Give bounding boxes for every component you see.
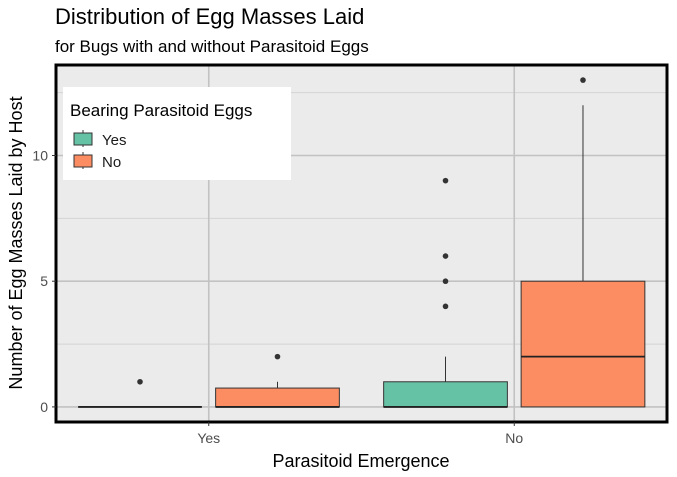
box-no-no bbox=[520, 280, 646, 408]
outlier-point-yes-no bbox=[442, 303, 449, 310]
boxes-layer bbox=[78, 77, 646, 408]
outlier-point-no-no bbox=[580, 77, 586, 83]
x-axis-label: Parasitoid Emergence bbox=[272, 451, 449, 471]
legend-background bbox=[63, 87, 291, 180]
y-tick-label: 0 bbox=[40, 399, 48, 415]
outlier-point-yes-no bbox=[442, 278, 449, 285]
x-tick-label: Yes bbox=[197, 430, 220, 446]
outlier-point-yes-yes bbox=[137, 378, 143, 385]
y-axis-label: Number of Egg Masses Laid by Host bbox=[6, 96, 26, 389]
legend-key-no bbox=[73, 154, 93, 168]
box-yes-no bbox=[383, 381, 508, 408]
plot-border bbox=[54, 63, 669, 424]
legend-label-yes: Yes bbox=[102, 132, 126, 149]
outlier-point-yes-no bbox=[442, 177, 449, 184]
legend-key-yes bbox=[73, 132, 93, 146]
chart-title: Distribution of Egg Masses Laid bbox=[55, 4, 365, 29]
outlier-point-yes-no bbox=[442, 253, 449, 259]
x-tick-label: No bbox=[505, 430, 523, 446]
chart-subtitle: for Bugs with and without Parasitoid Egg… bbox=[55, 37, 369, 56]
y-tick-label: 5 bbox=[40, 273, 48, 289]
legend: Bearing Parasitoid Eggs Yes No bbox=[63, 87, 291, 180]
y-tick-label: 10 bbox=[32, 148, 48, 164]
x-axis-ticks: Yes No bbox=[197, 422, 523, 446]
outlier-point-no-yes bbox=[274, 353, 281, 360]
legend-title: Bearing Parasitoid Eggs bbox=[70, 101, 252, 120]
legend-label-no: No bbox=[102, 154, 121, 171]
box-no-yes bbox=[215, 387, 340, 408]
y-axis-ticks: 0 5 10 bbox=[32, 148, 56, 415]
